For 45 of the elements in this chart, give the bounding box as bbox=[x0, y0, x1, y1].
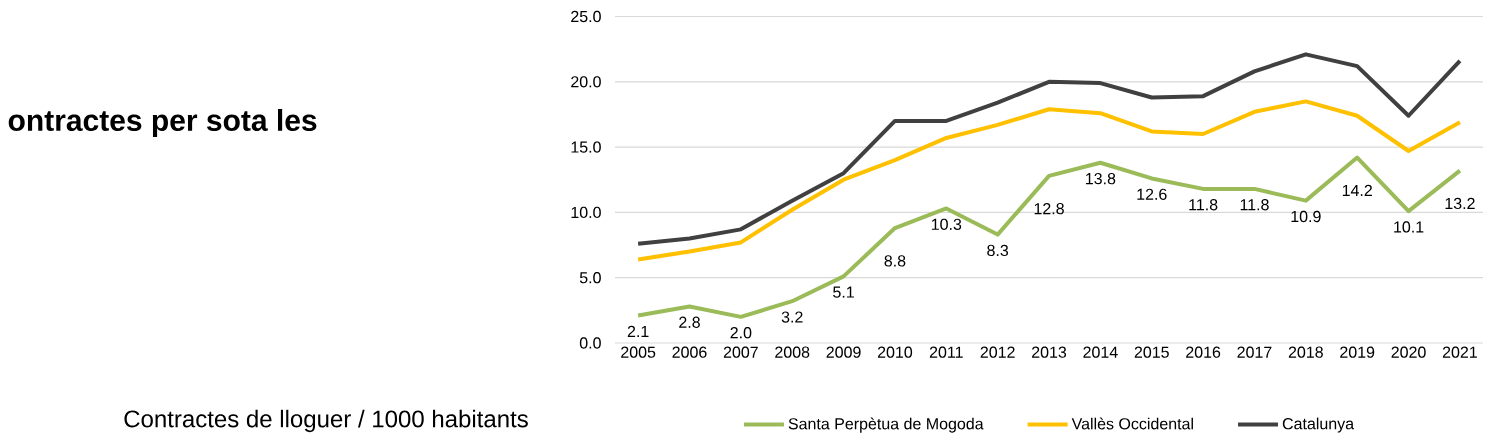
x-tick-label: 2012 bbox=[980, 346, 1015, 358]
x-tick-label: 2008 bbox=[775, 346, 810, 358]
x-tick-label: 2017 bbox=[1237, 346, 1272, 358]
x-tick-label: 2005 bbox=[621, 346, 656, 358]
data-label: 2.0 bbox=[730, 327, 752, 339]
data-label: 5.1 bbox=[833, 286, 854, 298]
x-tick-label: 2021 bbox=[1442, 346, 1477, 358]
data-label: 11.8 bbox=[1240, 199, 1269, 211]
data-label: 8.3 bbox=[987, 244, 1009, 257]
data-label: 2.8 bbox=[679, 316, 700, 328]
data-label: 10.9 bbox=[1291, 210, 1321, 223]
y-tick-label: 10.0 bbox=[571, 206, 601, 219]
data-label: 10.3 bbox=[931, 218, 962, 230]
legend-label: Vallès Occidental bbox=[1071, 417, 1193, 430]
x-tick-label: 2019 bbox=[1340, 346, 1375, 358]
data-label: 14.2 bbox=[1342, 184, 1372, 196]
x-tick-label: 2020 bbox=[1391, 346, 1426, 358]
data-label: 11.8 bbox=[1189, 199, 1218, 211]
x-tick-label: 2009 bbox=[826, 346, 861, 358]
data-label: 2.1 bbox=[627, 325, 649, 337]
x-tick-label: 2010 bbox=[877, 346, 913, 358]
y-tick-label: 0.0 bbox=[579, 337, 601, 349]
y-tick-label: 25.0 bbox=[571, 10, 601, 23]
text: Contractes de lloguer / 1000 habitants bbox=[124, 409, 528, 433]
x-tick-label: 2006 bbox=[672, 346, 707, 358]
data-label: 13.8 bbox=[1086, 172, 1116, 185]
legend-label: Catalunya bbox=[1282, 417, 1355, 433]
y-tick-label: 20.0 bbox=[571, 76, 601, 88]
data-label: 12.6 bbox=[1137, 188, 1167, 200]
data-label: 12.8 bbox=[1034, 203, 1064, 215]
data-label: 13.2 bbox=[1445, 197, 1475, 210]
x-tick-label: 2015 bbox=[1134, 346, 1169, 358]
x-tick-label: 2007 bbox=[723, 346, 758, 358]
x-tick-label: 2016 bbox=[1186, 346, 1221, 358]
x-tick-label: 2014 bbox=[1083, 346, 1118, 358]
text: ontractes per sota les bbox=[8, 109, 317, 137]
y-tick-label: 15.0 bbox=[571, 141, 601, 153]
y-tick-label: 5.0 bbox=[579, 272, 601, 284]
data-label: 10.1 bbox=[1394, 221, 1424, 233]
x-tick-label: 2011 bbox=[929, 346, 963, 358]
legend-label: Santa Perpètua de Mogoda bbox=[788, 417, 984, 433]
x-tick-label: 2013 bbox=[1032, 346, 1067, 358]
data-label: 8.8 bbox=[884, 255, 906, 267]
data-label: 3.2 bbox=[781, 311, 803, 323]
x-tick-label: 2018 bbox=[1288, 346, 1323, 358]
